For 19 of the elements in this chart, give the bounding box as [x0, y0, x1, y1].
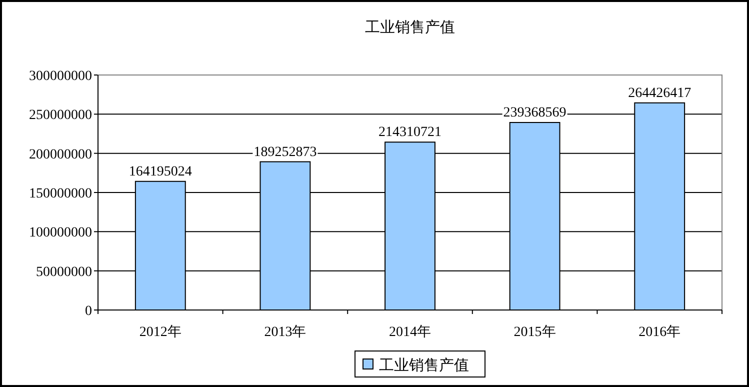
y-tick-label: 100000000 — [29, 226, 92, 241]
x-tick-label: 2014年 — [389, 324, 431, 340]
data-label: 214310721 — [378, 125, 442, 140]
y-tick-label: 250000000 — [29, 108, 92, 124]
x-tick-label: 2012年 — [139, 324, 182, 340]
chart-title: 工业销售产值 — [365, 19, 455, 36]
data-label: 239368569 — [503, 105, 566, 120]
x-tick-label: 2016年 — [638, 324, 681, 340]
x-tick-label: 2013年 — [264, 324, 306, 340]
y-tick-label: 0 — [85, 304, 92, 319]
x-tick-label: 2015年 — [514, 324, 556, 340]
data-label: 264426417 — [628, 86, 692, 101]
y-tick-label: 150000000 — [29, 186, 92, 202]
legend-label: 工业销售产值 — [379, 357, 469, 374]
y-tick-label: 50000000 — [36, 264, 92, 280]
data-label: 164195024 — [128, 164, 192, 180]
y-tick-label: 200000000 — [29, 147, 92, 162]
y-tick-label: 300000000 — [29, 69, 92, 84]
data-label: 189252873 — [254, 144, 317, 160]
